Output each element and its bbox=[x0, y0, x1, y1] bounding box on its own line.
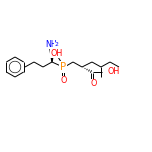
Polygon shape bbox=[50, 49, 54, 62]
Text: P: P bbox=[60, 62, 66, 72]
Text: OH: OH bbox=[107, 67, 119, 76]
Text: O: O bbox=[90, 79, 97, 88]
Text: O: O bbox=[61, 76, 67, 85]
Text: OH: OH bbox=[51, 48, 63, 57]
Text: NH: NH bbox=[45, 40, 57, 49]
Text: 2: 2 bbox=[55, 43, 58, 47]
